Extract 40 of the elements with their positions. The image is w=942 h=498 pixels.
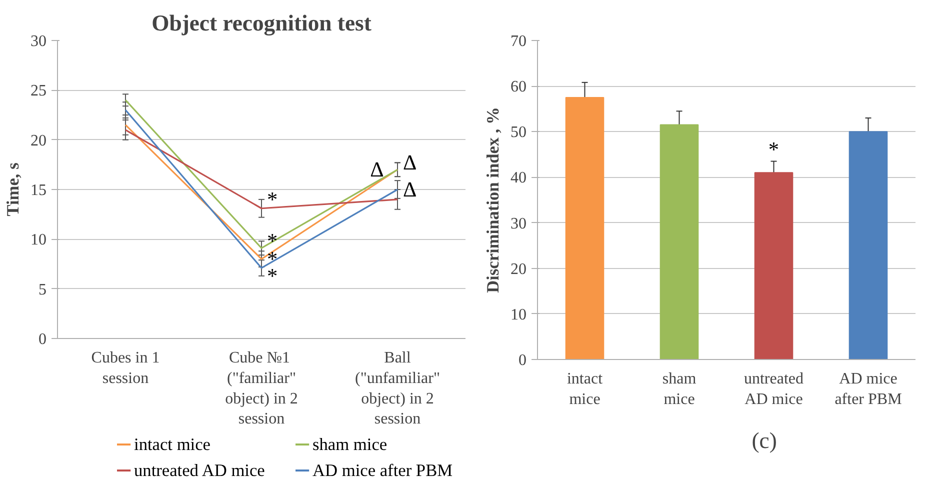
annotation: * (266, 264, 278, 288)
y-axis-title: Time, s (4, 162, 22, 216)
legend-label: intact mice (134, 435, 211, 454)
bar (848, 131, 888, 360)
chart-title: Object recognition test (152, 10, 372, 36)
bar (754, 172, 794, 360)
y-tick-label: 10 (30, 232, 46, 249)
x-tick-label: Cubes in 1 session (91, 350, 160, 387)
bar (660, 124, 699, 360)
y-tick-label: 20 (510, 260, 526, 278)
y-tick-label: 15 (30, 182, 46, 199)
x-tick-label: Ball ("unfamiliar" object) in 2 session (354, 350, 440, 428)
x-tick-label: sham mice (662, 370, 697, 408)
y-tick-label: 30 (30, 33, 46, 50)
annotation: Δ (370, 158, 384, 182)
y-tick-label: 40 (510, 170, 526, 187)
y-tick-label: 20 (30, 132, 46, 150)
y-tick-label: 0 (518, 352, 526, 369)
y-tick-label: 5 (38, 281, 46, 298)
x-tick-label: intact mice (566, 370, 604, 408)
y-tick-label: 70 (510, 33, 526, 50)
x-tick-label: untreated AD mice (744, 370, 804, 408)
text: (c) (752, 428, 777, 453)
y-tick-label: 0 (38, 331, 46, 348)
y-tick-label: 10 (510, 306, 526, 324)
legend-label: AD mice after PBM (312, 461, 453, 480)
x-tick-label: AD mice after PBM (834, 370, 902, 408)
annotation: Δ (402, 150, 417, 175)
y-tick-label: 50 (510, 124, 526, 142)
legend-label: sham mice (312, 435, 388, 454)
y-tick-label: 30 (510, 215, 526, 232)
y-tick-label: 25 (30, 82, 46, 100)
annotation: Δ (402, 178, 417, 202)
annotation: * (266, 187, 278, 212)
x-tick-label: Cube №1 ("familiar" object) in 2 session (225, 350, 298, 428)
legend-label: untreated AD mice (134, 461, 266, 480)
annotation: * (768, 137, 780, 162)
y-axis-title: Discrimination index , % (484, 107, 502, 293)
bar (565, 96, 604, 360)
y-tick-label: 60 (510, 78, 526, 96)
